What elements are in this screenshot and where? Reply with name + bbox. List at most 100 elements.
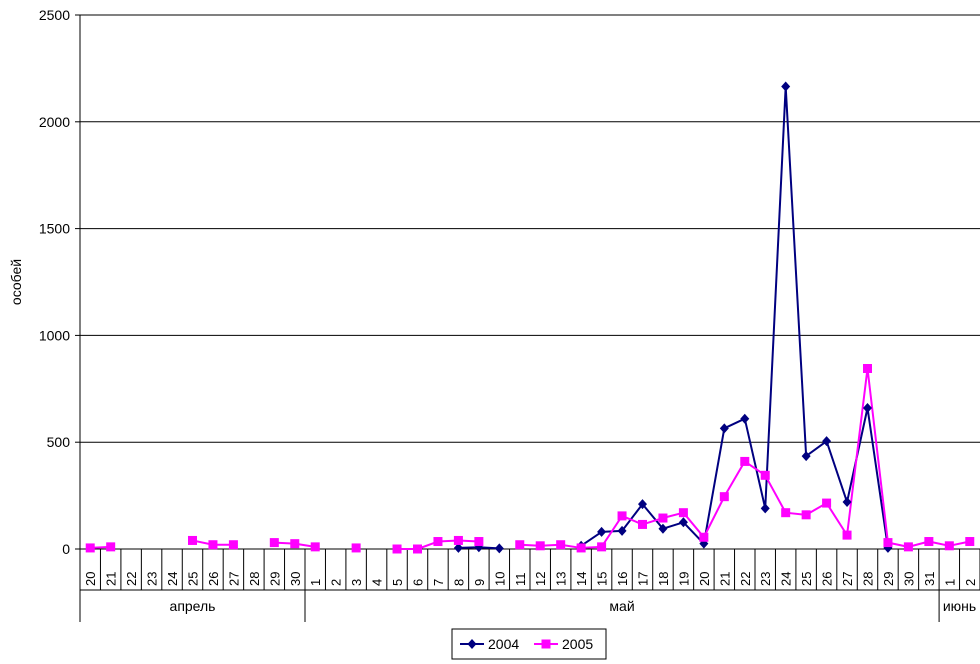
point-2005 <box>883 538 893 548</box>
x-tick-label: 11 <box>513 573 528 587</box>
point-2004 <box>719 423 729 434</box>
x-tick-label: 13 <box>554 572 569 586</box>
legend-marker-2005 <box>541 639 551 649</box>
y-axis: 0 500 1000 1500 2000 2500 <box>39 7 81 557</box>
point-2005 <box>842 530 852 540</box>
month-label: апрель <box>170 598 216 614</box>
point-2004 <box>453 542 463 553</box>
point-2004 <box>638 499 647 510</box>
point-2004 <box>842 497 852 508</box>
x-tick-label: 20 <box>83 572 98 586</box>
y-tick-label: 1000 <box>39 327 70 343</box>
x-tick-label: 16 <box>615 572 630 586</box>
point-2004 <box>801 451 811 462</box>
point-2005 <box>188 535 197 545</box>
x-tick-label: 14 <box>574 572 589 586</box>
point-2005 <box>453 535 463 545</box>
y-axis-label: особей <box>8 259 24 305</box>
point-2005 <box>863 364 872 374</box>
x-tick-label: 3 <box>349 579 364 586</box>
point-2005 <box>965 537 975 547</box>
point-2005 <box>228 540 238 550</box>
point-2005 <box>719 492 729 502</box>
legend-label-2004: 2004 <box>488 636 519 652</box>
point-2005 <box>658 513 668 523</box>
x-tick-label: 6 <box>411 579 426 586</box>
point-2004 <box>760 503 770 514</box>
point-2005 <box>576 543 586 553</box>
x-tick-label: 12 <box>533 572 548 586</box>
x-tick-label: 27 <box>226 572 241 586</box>
point-2005 <box>678 508 688 518</box>
x-tick-label: 17 <box>636 572 651 586</box>
x-tick-label: 24 <box>165 572 180 586</box>
x-tick-label: 30 <box>288 572 303 586</box>
x-tick-label: 9 <box>472 579 487 586</box>
x-tick-label: 22 <box>124 572 139 586</box>
y-tick-label: 2500 <box>39 7 70 23</box>
x-tick-label: 26 <box>820 572 835 586</box>
x-tick-label: 20 <box>697 572 712 586</box>
x-tick-label: 18 <box>656 572 671 586</box>
y-tick-label: 2000 <box>39 114 70 130</box>
point-2004 <box>781 81 791 92</box>
point-2005 <box>310 542 320 552</box>
x-tick-label: 21 <box>104 572 119 586</box>
y-tick-label: 1500 <box>39 221 70 237</box>
point-2004 <box>494 543 504 554</box>
point-2004 <box>822 436 832 447</box>
point-2005 <box>85 543 95 553</box>
point-2005 <box>903 542 913 552</box>
legend: 2004 2005 <box>451 628 607 660</box>
x-tick-label: 27 <box>840 572 855 586</box>
x-tick-label: 2 <box>329 579 344 586</box>
point-2005 <box>433 537 443 547</box>
point-2005 <box>760 470 770 480</box>
point-2005 <box>106 542 116 552</box>
series-markers <box>85 81 975 554</box>
x-tick-label: 8 <box>451 579 466 586</box>
x-tick-label: 28 <box>861 572 876 586</box>
point-2005 <box>535 541 545 551</box>
x-tick-label: 2 <box>963 579 978 586</box>
x-tick-label: 10 <box>492 572 507 586</box>
x-tick-label: 5 <box>390 579 405 586</box>
x-tick-label: 26 <box>206 572 221 586</box>
x-tick-label: 25 <box>799 572 814 586</box>
point-2005 <box>351 543 361 553</box>
x-tick-label: 15 <box>595 572 610 586</box>
point-2004 <box>617 525 627 536</box>
point-2005 <box>597 542 607 552</box>
point-2005 <box>413 544 422 554</box>
y-tick-label: 0 <box>62 541 70 557</box>
point-2004 <box>658 523 668 534</box>
x-axis: 20 21 22 23 24 25 26 27 28 29 30 1 2 3 4 5 6 7 8 9 10 11 12 13 1… <box>79 548 980 622</box>
point-2005 <box>699 532 709 542</box>
x-tick-label: 29 <box>267 572 282 586</box>
point-2005 <box>290 539 300 549</box>
point-2004 <box>740 413 750 424</box>
x-tick-label: 25 <box>186 572 201 586</box>
x-tick-label: 29 <box>881 572 896 586</box>
x-tick-label: 7 <box>431 579 446 586</box>
point-2005 <box>638 519 647 529</box>
point-2005 <box>801 510 811 520</box>
month-label: июнь <box>943 598 976 614</box>
series-line-2004 <box>580 85 889 549</box>
point-2005 <box>269 538 279 548</box>
point-2005 <box>822 498 832 508</box>
point-2005 <box>392 544 402 554</box>
gridlines <box>80 14 980 443</box>
x-tick-label: 1 <box>942 579 957 586</box>
point-2005 <box>556 540 566 550</box>
point-2005 <box>740 456 750 466</box>
point-2004 <box>863 403 872 414</box>
point-2005 <box>781 508 791 518</box>
point-2005 <box>617 511 627 521</box>
point-2004 <box>678 517 688 528</box>
x-tick-label: 30 <box>901 572 916 586</box>
point-2005 <box>515 540 525 550</box>
x-tick-label: 22 <box>738 572 753 586</box>
x-tick-label: 23 <box>145 572 160 586</box>
point-2004 <box>597 526 607 537</box>
